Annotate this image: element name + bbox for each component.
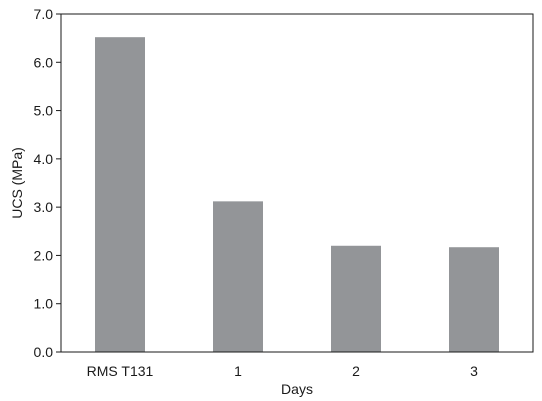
y-tick-label: 5.0 [34, 103, 54, 119]
y-tick-label: 1.0 [34, 296, 54, 312]
x-tick-label: RMS T131 [87, 363, 154, 379]
y-axis-title: UCS (MPa) [9, 147, 25, 219]
y-axis-ticks: 0.0 1.0 2.0 3.0 4.0 5.0 6.0 7.0 [34, 6, 61, 360]
bars-group [95, 37, 499, 352]
bar-3 [449, 247, 499, 352]
x-tick-label: 1 [234, 363, 242, 379]
plot-frame [60, 13, 534, 353]
y-tick-label: 2.0 [34, 247, 54, 263]
x-axis-title: Days [281, 381, 313, 397]
y-tick-label: 0.0 [34, 344, 54, 360]
bar-rms-t131 [95, 37, 145, 352]
y-tick-label: 6.0 [34, 54, 54, 70]
y-tick-label: 4.0 [34, 151, 54, 167]
x-axis-ticks: RMS T131 1 2 3 [87, 363, 478, 379]
bar-2 [331, 245, 381, 352]
y-tick-label: 7.0 [34, 6, 54, 22]
x-tick-label: 2 [352, 363, 360, 379]
x-tick-label: 3 [470, 363, 478, 379]
bar-1 [213, 201, 263, 352]
y-tick-label: 3.0 [34, 199, 54, 215]
